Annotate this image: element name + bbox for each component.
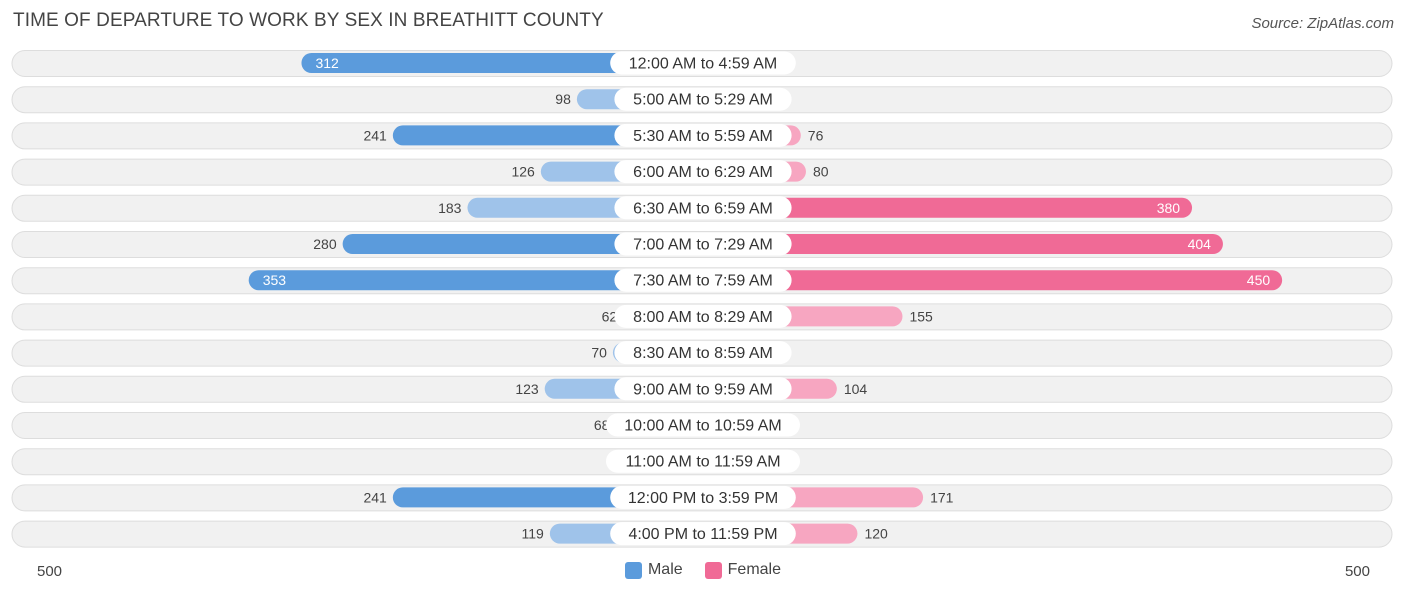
- category-label: 5:30 AM to 5:59 AM: [633, 128, 773, 145]
- bar-female: [703, 234, 1223, 254]
- data-label-male: 312: [315, 55, 339, 71]
- category-label: 12:00 AM to 4:59 AM: [629, 56, 778, 73]
- category-label: 6:00 AM to 6:29 AM: [633, 164, 773, 181]
- category-label: 5:00 AM to 5:29 AM: [633, 92, 773, 109]
- data-label-female: 80: [813, 164, 829, 180]
- legend-label-male: Male: [647, 561, 683, 578]
- axis-right-label: 500: [1344, 563, 1370, 580]
- legend-item-male[interactable]: Male: [624, 561, 683, 579]
- category-label-bg: [610, 51, 796, 75]
- legend: Male Female: [0, 561, 1406, 579]
- data-label-male: 70: [591, 345, 607, 361]
- data-label-female: 120: [864, 526, 888, 542]
- data-label-male: 280: [313, 236, 337, 252]
- category-label-bg: [614, 196, 792, 220]
- data-label-male: 183: [438, 200, 462, 216]
- data-label-female: 380: [1157, 200, 1181, 216]
- category-label: 12:00 PM to 3:59 PM: [628, 490, 778, 507]
- source-label: Source: ZipAtlas.com: [1251, 15, 1394, 32]
- data-label-female: 450: [1247, 272, 1271, 288]
- category-label-bg: [606, 449, 800, 473]
- legend-item-female[interactable]: Female: [704, 561, 782, 579]
- data-label-female: 171: [930, 489, 954, 505]
- data-label-female: 104: [844, 381, 868, 397]
- category-label: 9:00 AM to 9:59 AM: [633, 381, 773, 398]
- category-label-bg: [614, 304, 792, 328]
- category-label: 7:00 AM to 7:29 AM: [633, 237, 773, 254]
- data-label-female: 76: [808, 127, 824, 143]
- data-label-female: 404: [1188, 236, 1212, 252]
- category-label-bg: [610, 522, 796, 546]
- data-label-male: 241: [363, 489, 387, 505]
- category-label-bg: [606, 413, 800, 437]
- category-label: 8:30 AM to 8:59 AM: [633, 345, 773, 362]
- legend-swatch-female: [704, 561, 722, 579]
- chart-title: TIME OF DEPARTURE TO WORK BY SEX IN BREA…: [13, 10, 604, 31]
- data-label-male: 62: [602, 308, 618, 324]
- bar-male: [301, 53, 703, 73]
- data-label-male: 119: [522, 526, 545, 542]
- category-label: 6:30 AM to 6:59 AM: [633, 200, 773, 217]
- data-label-male: 68: [594, 417, 610, 433]
- data-label-female: 155: [909, 308, 933, 324]
- category-label-bg: [614, 268, 792, 292]
- category-label-bg: [614, 123, 792, 147]
- legend-label-female: Female: [727, 561, 782, 578]
- category-label: 8:00 AM to 8:29 AM: [633, 309, 773, 326]
- axis-left-label: 500: [37, 563, 63, 580]
- category-label: 4:00 PM to 11:59 PM: [628, 526, 777, 543]
- bar-male: [342, 234, 703, 254]
- category-label: 11:00 AM to 11:59 AM: [625, 454, 780, 471]
- category-label-bg: [614, 87, 792, 111]
- category-label-bg: [614, 377, 792, 401]
- data-label-male: 98: [555, 91, 571, 107]
- data-label-male: 123: [515, 381, 539, 397]
- data-label-male: 241: [363, 127, 387, 143]
- data-label-male: 353: [263, 272, 287, 288]
- bar-female: [703, 197, 1193, 218]
- category-label: 10:00 AM to 10:59 AM: [624, 418, 781, 435]
- category-label-bg: [610, 485, 796, 509]
- category-label-bg: [614, 232, 792, 256]
- bar-female: [703, 270, 1283, 291]
- data-label-male: 126: [511, 164, 535, 180]
- category-label-bg: [614, 160, 792, 184]
- category-label-bg: [614, 341, 792, 365]
- category-label: 7:30 AM to 7:59 AM: [633, 273, 773, 290]
- legend-swatch-male: [624, 561, 642, 579]
- bar-male: [248, 270, 703, 291]
